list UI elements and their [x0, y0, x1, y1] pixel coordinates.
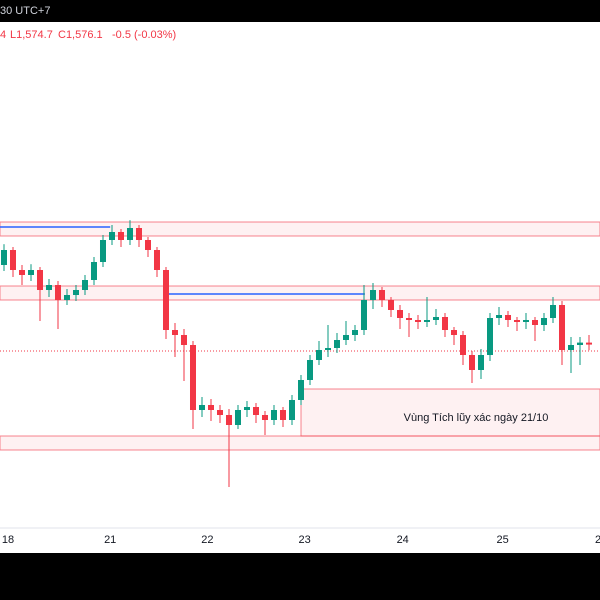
- candle-body: [198, 405, 205, 410]
- candle-body: [369, 290, 376, 300]
- candle-body: [153, 250, 160, 270]
- x-tick-label: 24: [397, 534, 409, 546]
- candle-body: [532, 320, 539, 325]
- candle-body: [126, 228, 133, 240]
- candle-body: [288, 400, 295, 420]
- candle-body: [541, 318, 548, 325]
- candle-body: [27, 270, 34, 275]
- candle-body: [18, 270, 25, 275]
- candle-body: [324, 348, 331, 350]
- zone: [0, 285, 600, 301]
- candle-body: [180, 335, 187, 345]
- candle-body: [577, 342, 584, 345]
- zone: [0, 435, 600, 451]
- candle-body: [469, 355, 476, 370]
- candle-body: [514, 320, 521, 322]
- candle-body: [270, 410, 277, 420]
- candle-body: [63, 295, 70, 300]
- plot-area: [0, 220, 600, 487]
- candle-body: [0, 250, 7, 265]
- candle-body: [99, 240, 106, 262]
- ohlc-close: C1,576.1: [58, 29, 103, 41]
- candle-body: [342, 335, 349, 340]
- annotation: Vùng Tích lũy xác ngày 21/10: [404, 412, 549, 424]
- candle-body: [378, 290, 385, 300]
- x-tick-label: 18: [2, 534, 14, 546]
- candle-body: [360, 300, 367, 330]
- candle-body: [523, 320, 530, 322]
- candle-body: [261, 415, 268, 420]
- zone: [300, 388, 600, 437]
- candle-body: [45, 285, 52, 290]
- candle-body: [9, 250, 16, 270]
- candle-body: [387, 300, 394, 310]
- candle-body: [451, 330, 458, 335]
- candle-body: [496, 315, 503, 318]
- x-tick-label: 25: [496, 534, 508, 546]
- candle-body: [315, 350, 322, 360]
- candle-body: [171, 330, 178, 335]
- candle-body: [54, 285, 61, 300]
- candle-body: [234, 410, 241, 425]
- bottom-bar: [0, 553, 600, 600]
- candle-body: [478, 355, 485, 370]
- candle-body: [108, 232, 115, 240]
- x-tick-label: 23: [298, 534, 310, 546]
- candle-body: [397, 310, 403, 318]
- candle-body: [487, 318, 494, 355]
- candle-body: [135, 228, 142, 240]
- candle-body: [559, 305, 566, 350]
- candle-body: [207, 405, 214, 410]
- x-tick-label: 21: [104, 534, 116, 546]
- x-tick-label: 22: [201, 534, 213, 546]
- ohlc-change: -0.5 (-0.03%): [112, 29, 176, 41]
- candle-body: [225, 415, 232, 425]
- candle-body: [415, 320, 422, 322]
- candle-body: [216, 410, 223, 415]
- candle-body: [406, 318, 413, 320]
- candle-body: [144, 240, 151, 250]
- candle-body: [279, 410, 286, 420]
- candle-body: [505, 315, 512, 320]
- candle-body: [81, 280, 88, 290]
- candle-body: [36, 270, 43, 290]
- candle-body: [72, 290, 79, 295]
- candle-body: [189, 345, 196, 410]
- top-bar: [0, 0, 600, 22]
- candle-body: [243, 407, 250, 410]
- candle-body: [550, 305, 557, 318]
- candle-body: [460, 335, 467, 355]
- ohlc-fragment: 4: [0, 29, 6, 41]
- zone: [0, 221, 600, 237]
- candle-body: [297, 380, 304, 400]
- candle-body: [424, 320, 431, 322]
- session-label: 30 UTC+7: [0, 5, 50, 17]
- ohlc-low: L1,574.7: [10, 29, 53, 41]
- candle-body: [586, 342, 593, 345]
- candle-body: [442, 317, 449, 330]
- candle-body: [433, 317, 440, 320]
- candle-body: [568, 345, 575, 350]
- candle-body: [90, 262, 97, 280]
- candle-body: [117, 232, 124, 240]
- x-tick-label: 2: [595, 534, 600, 546]
- candle-body: [306, 360, 313, 380]
- candle-body: [162, 270, 169, 330]
- candle-body: [351, 330, 358, 335]
- candle-body: [333, 340, 340, 348]
- candle-body: [252, 407, 259, 415]
